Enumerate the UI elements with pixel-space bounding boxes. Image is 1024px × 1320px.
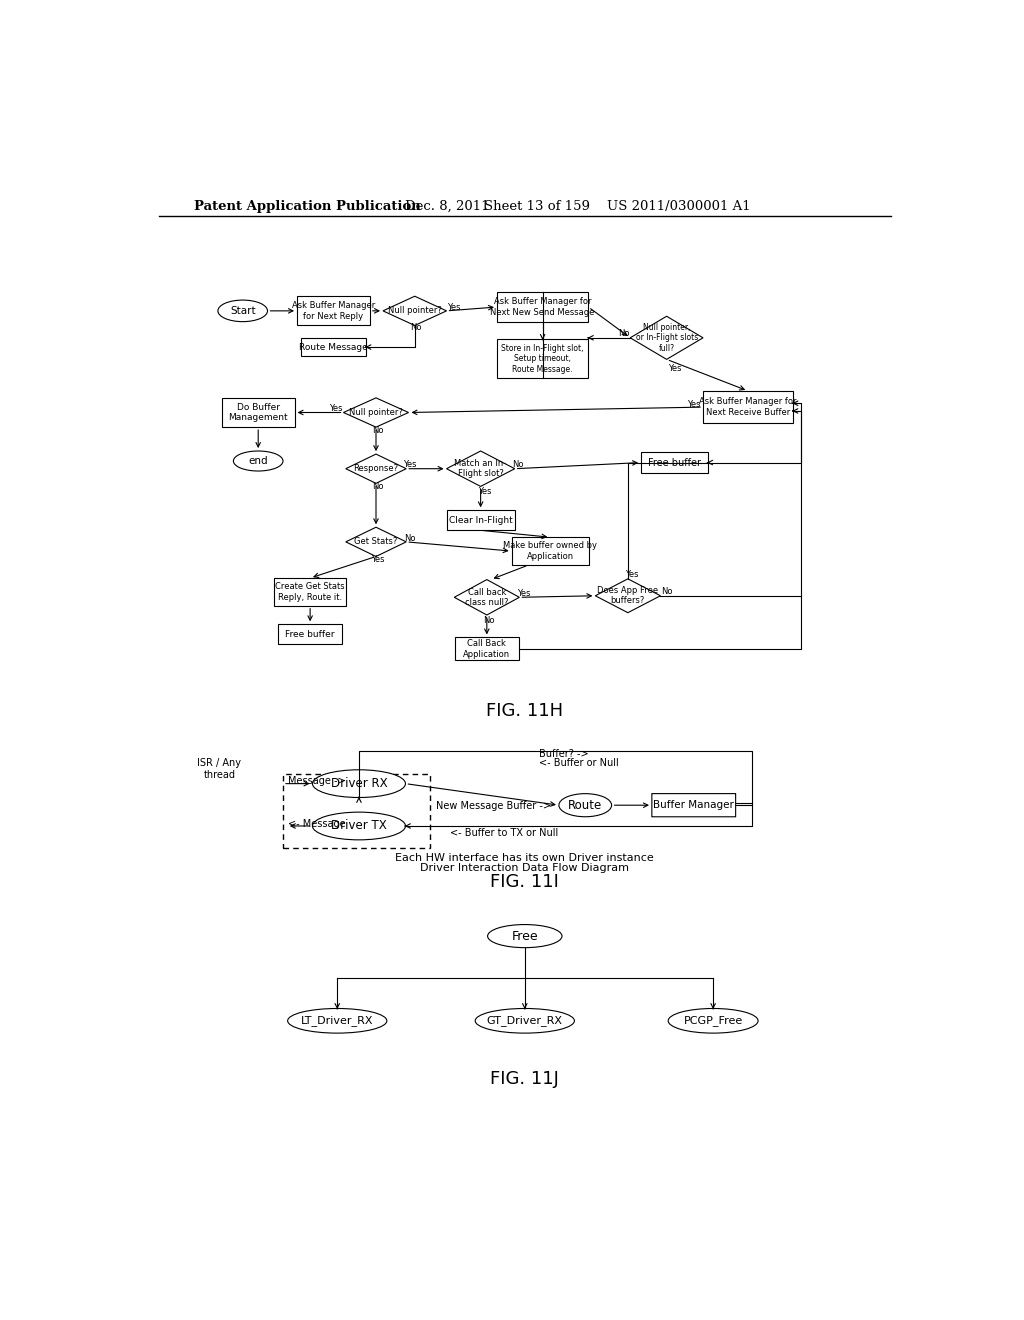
Text: No: No <box>482 616 495 624</box>
FancyBboxPatch shape <box>446 511 515 531</box>
Text: No: No <box>411 323 422 333</box>
Text: Make buffer owned by
Application: Make buffer owned by Application <box>504 541 597 561</box>
Text: Response?: Response? <box>353 465 398 473</box>
Text: LT_Driver_RX: LT_Driver_RX <box>301 1015 374 1026</box>
FancyBboxPatch shape <box>497 339 589 378</box>
FancyBboxPatch shape <box>703 391 793 424</box>
Text: FIG. 11J: FIG. 11J <box>490 1069 559 1088</box>
Polygon shape <box>595 579 660 612</box>
Text: Free buffer: Free buffer <box>286 630 335 639</box>
Text: No: No <box>372 482 383 491</box>
Ellipse shape <box>288 1008 387 1034</box>
Text: No: No <box>372 426 383 434</box>
Text: Do Buffer
Management: Do Buffer Management <box>228 403 288 422</box>
Text: No: No <box>660 587 673 597</box>
FancyBboxPatch shape <box>274 578 346 606</box>
Text: Call Back
Application: Call Back Application <box>463 639 510 659</box>
Polygon shape <box>343 397 409 428</box>
Polygon shape <box>383 296 446 326</box>
Text: New Message Buffer ->: New Message Buffer -> <box>436 801 552 810</box>
Text: Ask Buffer Manager
for Next Reply: Ask Buffer Manager for Next Reply <box>292 301 375 321</box>
Text: Free: Free <box>511 929 539 942</box>
FancyBboxPatch shape <box>301 338 366 356</box>
Text: Sheet 13 of 159: Sheet 13 of 159 <box>484 199 591 213</box>
Text: Ask Buffer Manager for
Next Receive Buffer: Ask Buffer Manager for Next Receive Buff… <box>699 397 797 417</box>
Text: No: No <box>404 533 416 543</box>
FancyBboxPatch shape <box>641 451 708 474</box>
Ellipse shape <box>233 451 283 471</box>
Text: PCGP_Free: PCGP_Free <box>683 1015 742 1026</box>
Text: Yes: Yes <box>403 461 417 470</box>
Text: Clear In-Flight: Clear In-Flight <box>449 516 512 525</box>
Text: Yes: Yes <box>668 364 681 374</box>
Text: Route Message: Route Message <box>299 343 368 351</box>
Ellipse shape <box>475 1008 574 1034</box>
Text: Null pointer?: Null pointer? <box>349 408 402 417</box>
Text: Dec. 8, 2011: Dec. 8, 2011 <box>406 199 489 213</box>
Text: Buffer? ->: Buffer? -> <box>539 748 589 759</box>
Text: Yes: Yes <box>329 404 342 413</box>
Text: Match an In-
Flight slot?: Match an In- Flight slot? <box>455 459 507 478</box>
Text: Null pointer,
or In-Flight slots
full?: Null pointer, or In-Flight slots full? <box>636 323 697 352</box>
Text: FIG. 11H: FIG. 11H <box>486 702 563 721</box>
Ellipse shape <box>669 1008 758 1034</box>
FancyBboxPatch shape <box>279 624 342 644</box>
FancyBboxPatch shape <box>222 397 295 428</box>
Text: US 2011/0300001 A1: US 2011/0300001 A1 <box>607 199 751 213</box>
Text: Driver TX: Driver TX <box>331 820 387 833</box>
Text: Start: Start <box>229 306 256 315</box>
Ellipse shape <box>559 793 611 817</box>
Text: ISR / Any
thread: ISR / Any thread <box>198 758 242 780</box>
FancyBboxPatch shape <box>297 296 370 326</box>
Text: Store in In-Flight slot,
Setup timeout,
Route Message.: Store in In-Flight slot, Setup timeout, … <box>502 343 584 374</box>
Text: Yes: Yes <box>687 400 700 409</box>
Text: end: end <box>249 455 268 466</box>
Text: Driver RX: Driver RX <box>331 777 387 791</box>
Text: Each HW interface has its own Driver instance: Each HW interface has its own Driver ins… <box>395 853 654 862</box>
Text: Yes: Yes <box>517 589 530 598</box>
Text: Driver Interaction Data Flow Diagram: Driver Interaction Data Flow Diagram <box>420 862 630 873</box>
Text: Buffer Manager: Buffer Manager <box>653 800 734 810</box>
FancyBboxPatch shape <box>455 638 518 660</box>
Text: FIG. 11I: FIG. 11I <box>490 874 559 891</box>
Text: Yes: Yes <box>446 304 460 313</box>
FancyBboxPatch shape <box>497 293 589 322</box>
Text: Null pointer?: Null pointer? <box>388 306 441 315</box>
Text: Does App Free
buffers?: Does App Free buffers? <box>597 586 658 606</box>
Polygon shape <box>446 451 515 487</box>
FancyBboxPatch shape <box>652 793 735 817</box>
Text: No: No <box>618 330 630 338</box>
Ellipse shape <box>218 300 267 322</box>
FancyBboxPatch shape <box>283 775 430 847</box>
Polygon shape <box>455 579 519 615</box>
Text: Route: Route <box>568 799 602 812</box>
Ellipse shape <box>487 924 562 948</box>
Text: Free buffer: Free buffer <box>648 458 700 467</box>
Text: Message ->: Message -> <box>289 776 346 787</box>
Ellipse shape <box>312 770 406 797</box>
Text: GT_Driver_RX: GT_Driver_RX <box>486 1015 563 1026</box>
Text: <- Buffer or Null: <- Buffer or Null <box>539 758 618 768</box>
Text: Yes: Yes <box>625 570 639 578</box>
Ellipse shape <box>312 812 406 840</box>
Polygon shape <box>346 527 407 557</box>
Polygon shape <box>346 454 407 483</box>
Text: Patent Application Publication: Patent Application Publication <box>194 199 421 213</box>
Text: Call back
class null?: Call back class null? <box>465 587 509 607</box>
Text: Yes: Yes <box>478 487 492 496</box>
Text: Get Stats?: Get Stats? <box>354 537 397 546</box>
Text: Yes: Yes <box>371 556 384 564</box>
Text: <- Buffer to TX or Null: <- Buffer to TX or Null <box>450 828 558 838</box>
Text: <- Message: <- Message <box>289 820 346 829</box>
FancyBboxPatch shape <box>512 537 589 565</box>
Text: Create Get Stats
Reply, Route it.: Create Get Stats Reply, Route it. <box>275 582 345 602</box>
Text: Ask Buffer Manager for
Next New Send Message: Ask Buffer Manager for Next New Send Mes… <box>490 297 595 317</box>
Text: No: No <box>512 461 523 470</box>
Polygon shape <box>630 317 703 359</box>
